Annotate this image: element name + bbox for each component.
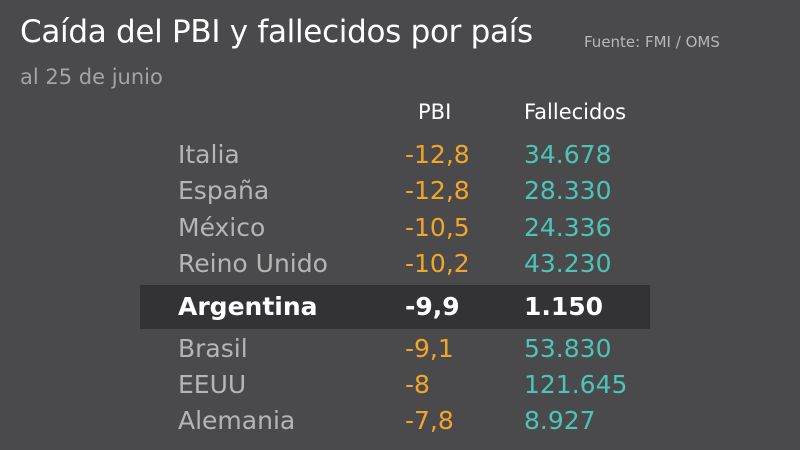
column-header-fallecidos: Fallecidos: [524, 100, 627, 124]
pbi-value: -7,8: [405, 406, 454, 435]
table-row: España -12,8 28.330: [0, 172, 800, 209]
country-label: Italia: [178, 140, 240, 169]
country-label: EEUU: [178, 370, 247, 399]
table-row: Brasil -9,1 53.830: [0, 330, 800, 367]
country-label: Argentina: [178, 292, 318, 321]
deaths-value: 121.645: [524, 370, 628, 399]
deaths-value: 28.330: [524, 176, 612, 205]
country-label: Alemania: [178, 406, 296, 435]
country-label: Brasil: [178, 334, 248, 363]
pbi-value: -12,8: [405, 176, 470, 205]
table-row: Argentina -9,9 1.150: [0, 288, 800, 325]
pbi-value: -8: [405, 370, 430, 399]
country-label: Reino Unido: [178, 249, 328, 278]
pbi-value: -10,2: [405, 249, 470, 278]
table-row: México -10,5 24.336: [0, 209, 800, 246]
column-header-pbi: PBI: [418, 100, 452, 124]
country-label: España: [178, 176, 270, 205]
chart-subtitle: al 25 de junio: [20, 65, 163, 89]
table-row: Italia -12,8 34.678: [0, 136, 800, 173]
pbi-value: -9,9: [405, 292, 460, 321]
highlight-band: [140, 285, 650, 329]
deaths-value: 24.336: [524, 213, 612, 242]
pbi-value: -9,1: [405, 334, 454, 363]
deaths-value: 8.927: [524, 406, 596, 435]
deaths-value: 34.678: [524, 140, 612, 169]
pbi-value: -10,5: [405, 213, 470, 242]
table-row: Reino Unido -10,2 43.230: [0, 245, 800, 282]
deaths-value: 43.230: [524, 249, 612, 278]
deaths-value: 53.830: [524, 334, 612, 363]
pbi-value: -12,8: [405, 140, 470, 169]
table-row: Alemania -7,8 8.927: [0, 402, 800, 439]
deaths-value: 1.150: [524, 292, 604, 321]
country-label: México: [178, 213, 266, 242]
chart-title: Caída del PBI y fallecidos por país: [20, 14, 533, 50]
table-row: EEUU -8 121.645: [0, 366, 800, 403]
source-note: Fuente: FMI / OMS: [584, 33, 720, 51]
